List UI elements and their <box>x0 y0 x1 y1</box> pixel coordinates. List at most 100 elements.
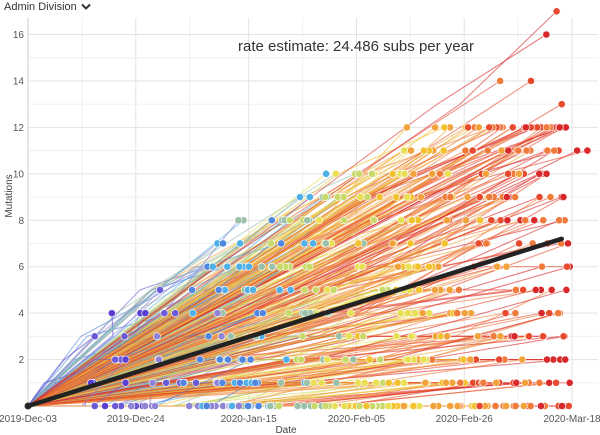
tip-point[interactable] <box>360 378 369 387</box>
tip-point[interactable] <box>521 216 530 225</box>
tip-point[interactable] <box>503 216 512 225</box>
tip-point[interactable] <box>479 378 488 387</box>
tip-point[interactable] <box>235 378 244 387</box>
tip-point[interactable] <box>121 355 130 364</box>
tip-point[interactable] <box>156 286 164 294</box>
tip-point[interactable] <box>417 193 425 201</box>
tip-point[interactable] <box>559 332 568 341</box>
tip-point[interactable] <box>547 286 556 294</box>
tip-point[interactable] <box>409 169 418 178</box>
tip-point[interactable] <box>375 193 384 201</box>
tip-point[interactable] <box>254 402 263 410</box>
tip-point[interactable] <box>442 378 450 387</box>
tip-point[interactable] <box>537 309 546 318</box>
tip-point[interactable] <box>394 262 402 271</box>
tip-point[interactable] <box>413 262 422 271</box>
tip-point[interactable] <box>411 309 419 318</box>
tip-point[interactable] <box>90 332 99 341</box>
tip-point[interactable] <box>545 309 554 318</box>
tip-point[interactable] <box>492 378 501 387</box>
tip-point[interactable] <box>539 332 547 341</box>
tip-point[interactable] <box>111 402 120 410</box>
tip-point[interactable] <box>565 378 574 387</box>
tip-point[interactable] <box>496 332 505 341</box>
tip-point[interactable] <box>406 239 415 248</box>
tip-point[interactable] <box>446 402 454 410</box>
tip-point[interactable] <box>573 146 582 155</box>
tip-point[interactable] <box>511 309 520 318</box>
tip-point[interactable] <box>539 216 548 225</box>
tip-point[interactable] <box>226 332 235 341</box>
tip-point[interactable] <box>482 239 491 248</box>
tip-point[interactable] <box>440 239 449 248</box>
tip-point[interactable] <box>429 402 438 410</box>
tip-point[interactable] <box>400 378 408 387</box>
tip-point[interactable] <box>300 239 309 248</box>
tip-point[interactable] <box>538 262 546 271</box>
tip-point[interactable] <box>583 146 592 155</box>
tip-point[interactable] <box>268 262 277 271</box>
tip-point[interactable] <box>535 169 544 178</box>
tip-point[interactable] <box>202 402 211 410</box>
tip-point[interactable] <box>552 378 561 387</box>
tip-point[interactable] <box>563 262 571 271</box>
tip-point[interactable] <box>188 286 197 294</box>
tip-point[interactable] <box>354 378 363 387</box>
tip-point[interactable] <box>236 239 244 248</box>
tip-point[interactable] <box>321 193 330 201</box>
tip-point[interactable] <box>235 402 243 410</box>
tip-point[interactable] <box>504 169 512 178</box>
tip-point[interactable] <box>368 169 376 178</box>
tip-point[interactable] <box>141 402 149 410</box>
tip-point[interactable] <box>315 216 324 225</box>
tip-point[interactable] <box>293 402 302 410</box>
tip-point[interactable] <box>453 402 462 410</box>
tip-point[interactable] <box>277 239 286 248</box>
tip-point[interactable] <box>148 378 157 387</box>
tip-point[interactable] <box>296 193 304 201</box>
tip-point[interactable] <box>496 216 505 225</box>
tip-point[interactable] <box>323 355 332 364</box>
tip-point[interactable] <box>564 239 572 248</box>
tip-point[interactable] <box>518 355 527 364</box>
tip-point[interactable] <box>483 146 492 155</box>
tip-point[interactable] <box>217 332 226 341</box>
tip-point[interactable] <box>340 216 348 225</box>
tip-point[interactable] <box>349 355 358 364</box>
tip-point[interactable] <box>442 216 451 225</box>
tip-point[interactable] <box>521 123 530 132</box>
tip-point[interactable] <box>400 169 409 178</box>
tip-point[interactable] <box>487 216 496 225</box>
tip-point[interactable] <box>403 309 412 318</box>
tip-point[interactable] <box>421 378 430 387</box>
tip-point[interactable] <box>543 146 552 155</box>
tip-point[interactable] <box>160 309 169 318</box>
tip-point[interactable] <box>224 355 232 364</box>
tip-point[interactable] <box>303 216 312 225</box>
tip-point[interactable] <box>404 262 413 271</box>
tip-point[interactable] <box>356 193 365 201</box>
tip-point[interactable] <box>388 239 397 248</box>
tip-point[interactable] <box>213 309 222 318</box>
tip-point[interactable] <box>502 193 511 201</box>
tip-point[interactable] <box>90 402 99 410</box>
tip-point[interactable] <box>435 169 444 178</box>
tip-point[interactable] <box>372 378 381 387</box>
tip-point[interactable] <box>461 309 469 318</box>
tip-point[interactable] <box>482 169 490 178</box>
tip-point[interactable] <box>162 378 171 387</box>
tip-point[interactable] <box>285 216 294 225</box>
tip-point[interactable] <box>468 146 477 155</box>
tip-point[interactable] <box>276 262 284 271</box>
tip-point[interactable] <box>475 193 484 201</box>
tip-point[interactable] <box>321 402 330 410</box>
tip-point[interactable] <box>526 402 535 410</box>
tip-point[interactable] <box>354 239 363 248</box>
tip-point[interactable] <box>244 402 252 410</box>
tip-point[interactable] <box>355 169 363 178</box>
tip-point[interactable] <box>440 123 449 132</box>
tip-point[interactable] <box>339 193 348 201</box>
tip-point[interactable] <box>428 169 437 178</box>
tip-point[interactable] <box>305 262 314 271</box>
tip-point[interactable] <box>362 402 371 410</box>
